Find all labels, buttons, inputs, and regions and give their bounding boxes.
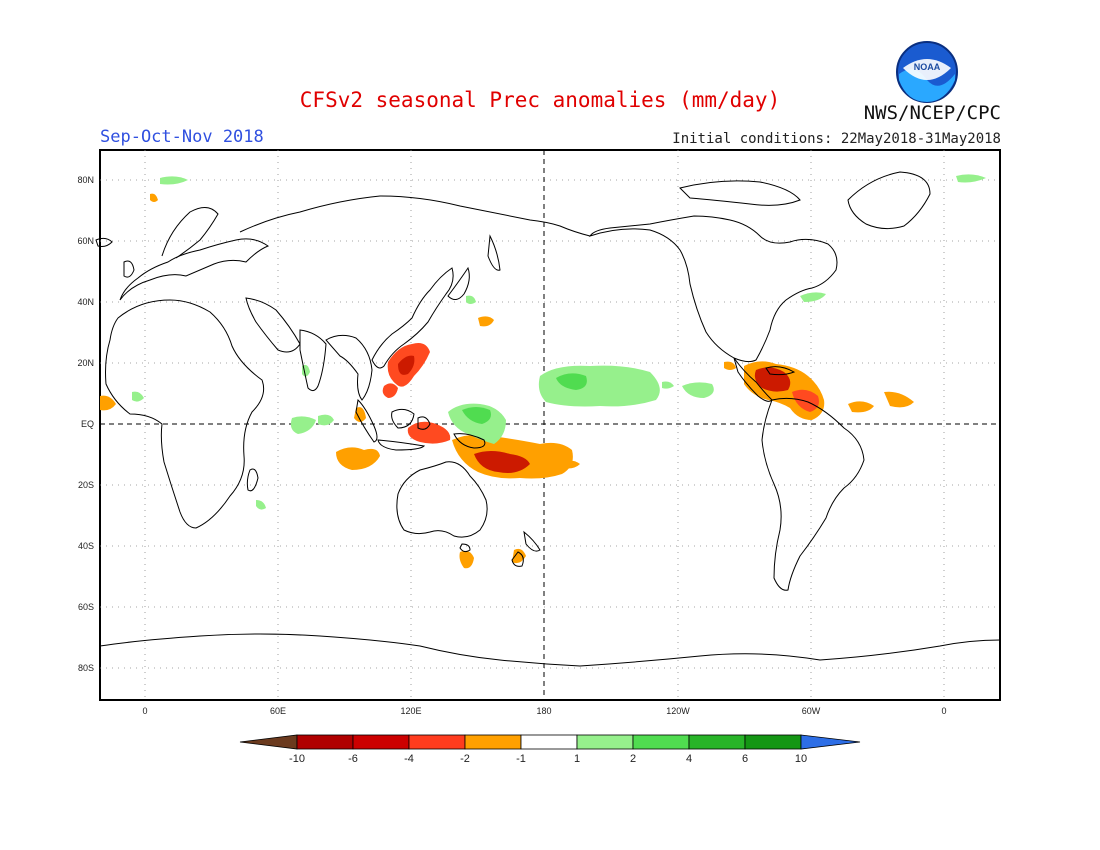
- colorbar-label: 1: [574, 753, 580, 765]
- dry-anomaly-se-indian: [336, 447, 380, 470]
- colorbar-label: 6: [742, 753, 748, 765]
- colorbar-high-triangle: [800, 734, 861, 750]
- colorbar-label: -6: [348, 753, 358, 765]
- colorbar-label: -2: [460, 753, 470, 765]
- lat-labels: 80N 60N 40N 20N EQ 20S 40S 60S 80S: [77, 175, 94, 673]
- dry-anomaly-atl2: [884, 391, 914, 408]
- wet-anomaly-indian2: [318, 414, 334, 426]
- lat-label: 20N: [77, 358, 94, 368]
- dry-anomaly-caribbean-core: [754, 367, 791, 392]
- lon-labels: 0 60E 120E 180 120W 60W 0: [142, 706, 946, 716]
- lon-label: 0: [142, 706, 147, 716]
- colorbar-label: -4: [404, 753, 414, 765]
- dry-anomaly-nz2: [512, 548, 526, 564]
- lat-label: 80S: [78, 663, 94, 673]
- colorbar-bin: [744, 734, 802, 750]
- lat-label: 60N: [77, 236, 94, 246]
- wet-anomaly-africa: [132, 391, 144, 402]
- wet-anomaly-epac: [682, 382, 714, 398]
- colorbar-bin: [632, 734, 690, 750]
- wet-anomaly-central-pacific: [538, 365, 660, 407]
- colorbar-labels: -10 -6 -4 -2 -1 1 2 4 6 10: [289, 753, 807, 765]
- wet-anomaly-indian: [290, 416, 316, 434]
- lat-label: 20S: [78, 480, 94, 490]
- colorbar-bin: [352, 734, 410, 750]
- colorbar-label: 4: [686, 753, 692, 765]
- colorbar-label: 2: [630, 753, 636, 765]
- dry-anomaly-trail: [560, 460, 580, 469]
- wet-anomaly-south-atl: [256, 500, 266, 510]
- initial-conditions-label: Initial conditions: 22May2018-31May2018: [672, 131, 1001, 147]
- colorbar-low-triangle: [239, 734, 298, 750]
- colorbar-bin: [296, 734, 354, 750]
- wet-anomaly-arctic-b: [956, 174, 986, 183]
- wet-anomaly-central-pacific-core: [556, 373, 587, 390]
- dry-anomaly-png-core: [474, 451, 530, 473]
- lon-label: 0: [941, 706, 946, 716]
- colorbar-bin: [688, 734, 746, 750]
- colorbar-label: -10: [289, 753, 305, 765]
- coastlines: [95, 171, 1001, 667]
- dry-anomaly-atl1: [848, 401, 874, 413]
- noaa-logo: NOAA: [896, 41, 958, 103]
- agency-label: NWS/NCEP/CPC: [863, 102, 1001, 124]
- lat-label: 40S: [78, 541, 94, 551]
- map-frame: [99, 149, 1001, 701]
- wet-anomaly-japan: [466, 295, 476, 304]
- anomaly-layer: [100, 174, 986, 569]
- colorbar-bin: [520, 734, 578, 750]
- dry-anomaly-arctic: [150, 193, 158, 202]
- dry-anomaly-philippines-core: [398, 355, 415, 375]
- colorbar-bin: [408, 734, 466, 750]
- lon-label: 120E: [400, 706, 421, 716]
- lat-label: 40N: [77, 297, 94, 307]
- dry-anomaly-sumatra: [354, 407, 366, 422]
- colorbar: [239, 734, 861, 750]
- lon-label: 60E: [270, 706, 286, 716]
- dry-anomaly-gulf: [724, 361, 736, 370]
- lat-label: 80N: [77, 175, 94, 185]
- wet-anomaly-west-pacific-core: [462, 407, 491, 424]
- lat-label: 60S: [78, 602, 94, 612]
- dry-anomaly-scs: [382, 383, 398, 398]
- dry-anomaly-npac: [478, 316, 494, 327]
- map-grid: [100, 150, 1000, 700]
- lon-label: 120W: [666, 706, 690, 716]
- colorbar-bin: [464, 734, 522, 750]
- lon-label: 180: [536, 706, 551, 716]
- colorbar-label: 10: [795, 753, 807, 765]
- wet-anomaly-atl-nw: [800, 292, 826, 302]
- chart-title: CFSv2 seasonal Prec anomalies (mm/day): [299, 88, 781, 112]
- colorbar-label: -1: [516, 753, 526, 765]
- wet-anomaly-epac2: [662, 381, 674, 389]
- season-label: Sep-Oct-Nov 2018: [100, 127, 264, 147]
- wet-anomaly-arctic-a: [160, 176, 188, 185]
- lon-label: 60W: [802, 706, 821, 716]
- svg-text:NOAA: NOAA: [914, 62, 941, 72]
- lat-label: EQ: [81, 419, 94, 429]
- wet-anomaly-west-pacific: [448, 403, 506, 444]
- dry-anomaly-nz: [459, 550, 474, 569]
- colorbar-bin: [576, 734, 634, 750]
- dry-anomaly-westafrica: [100, 395, 116, 411]
